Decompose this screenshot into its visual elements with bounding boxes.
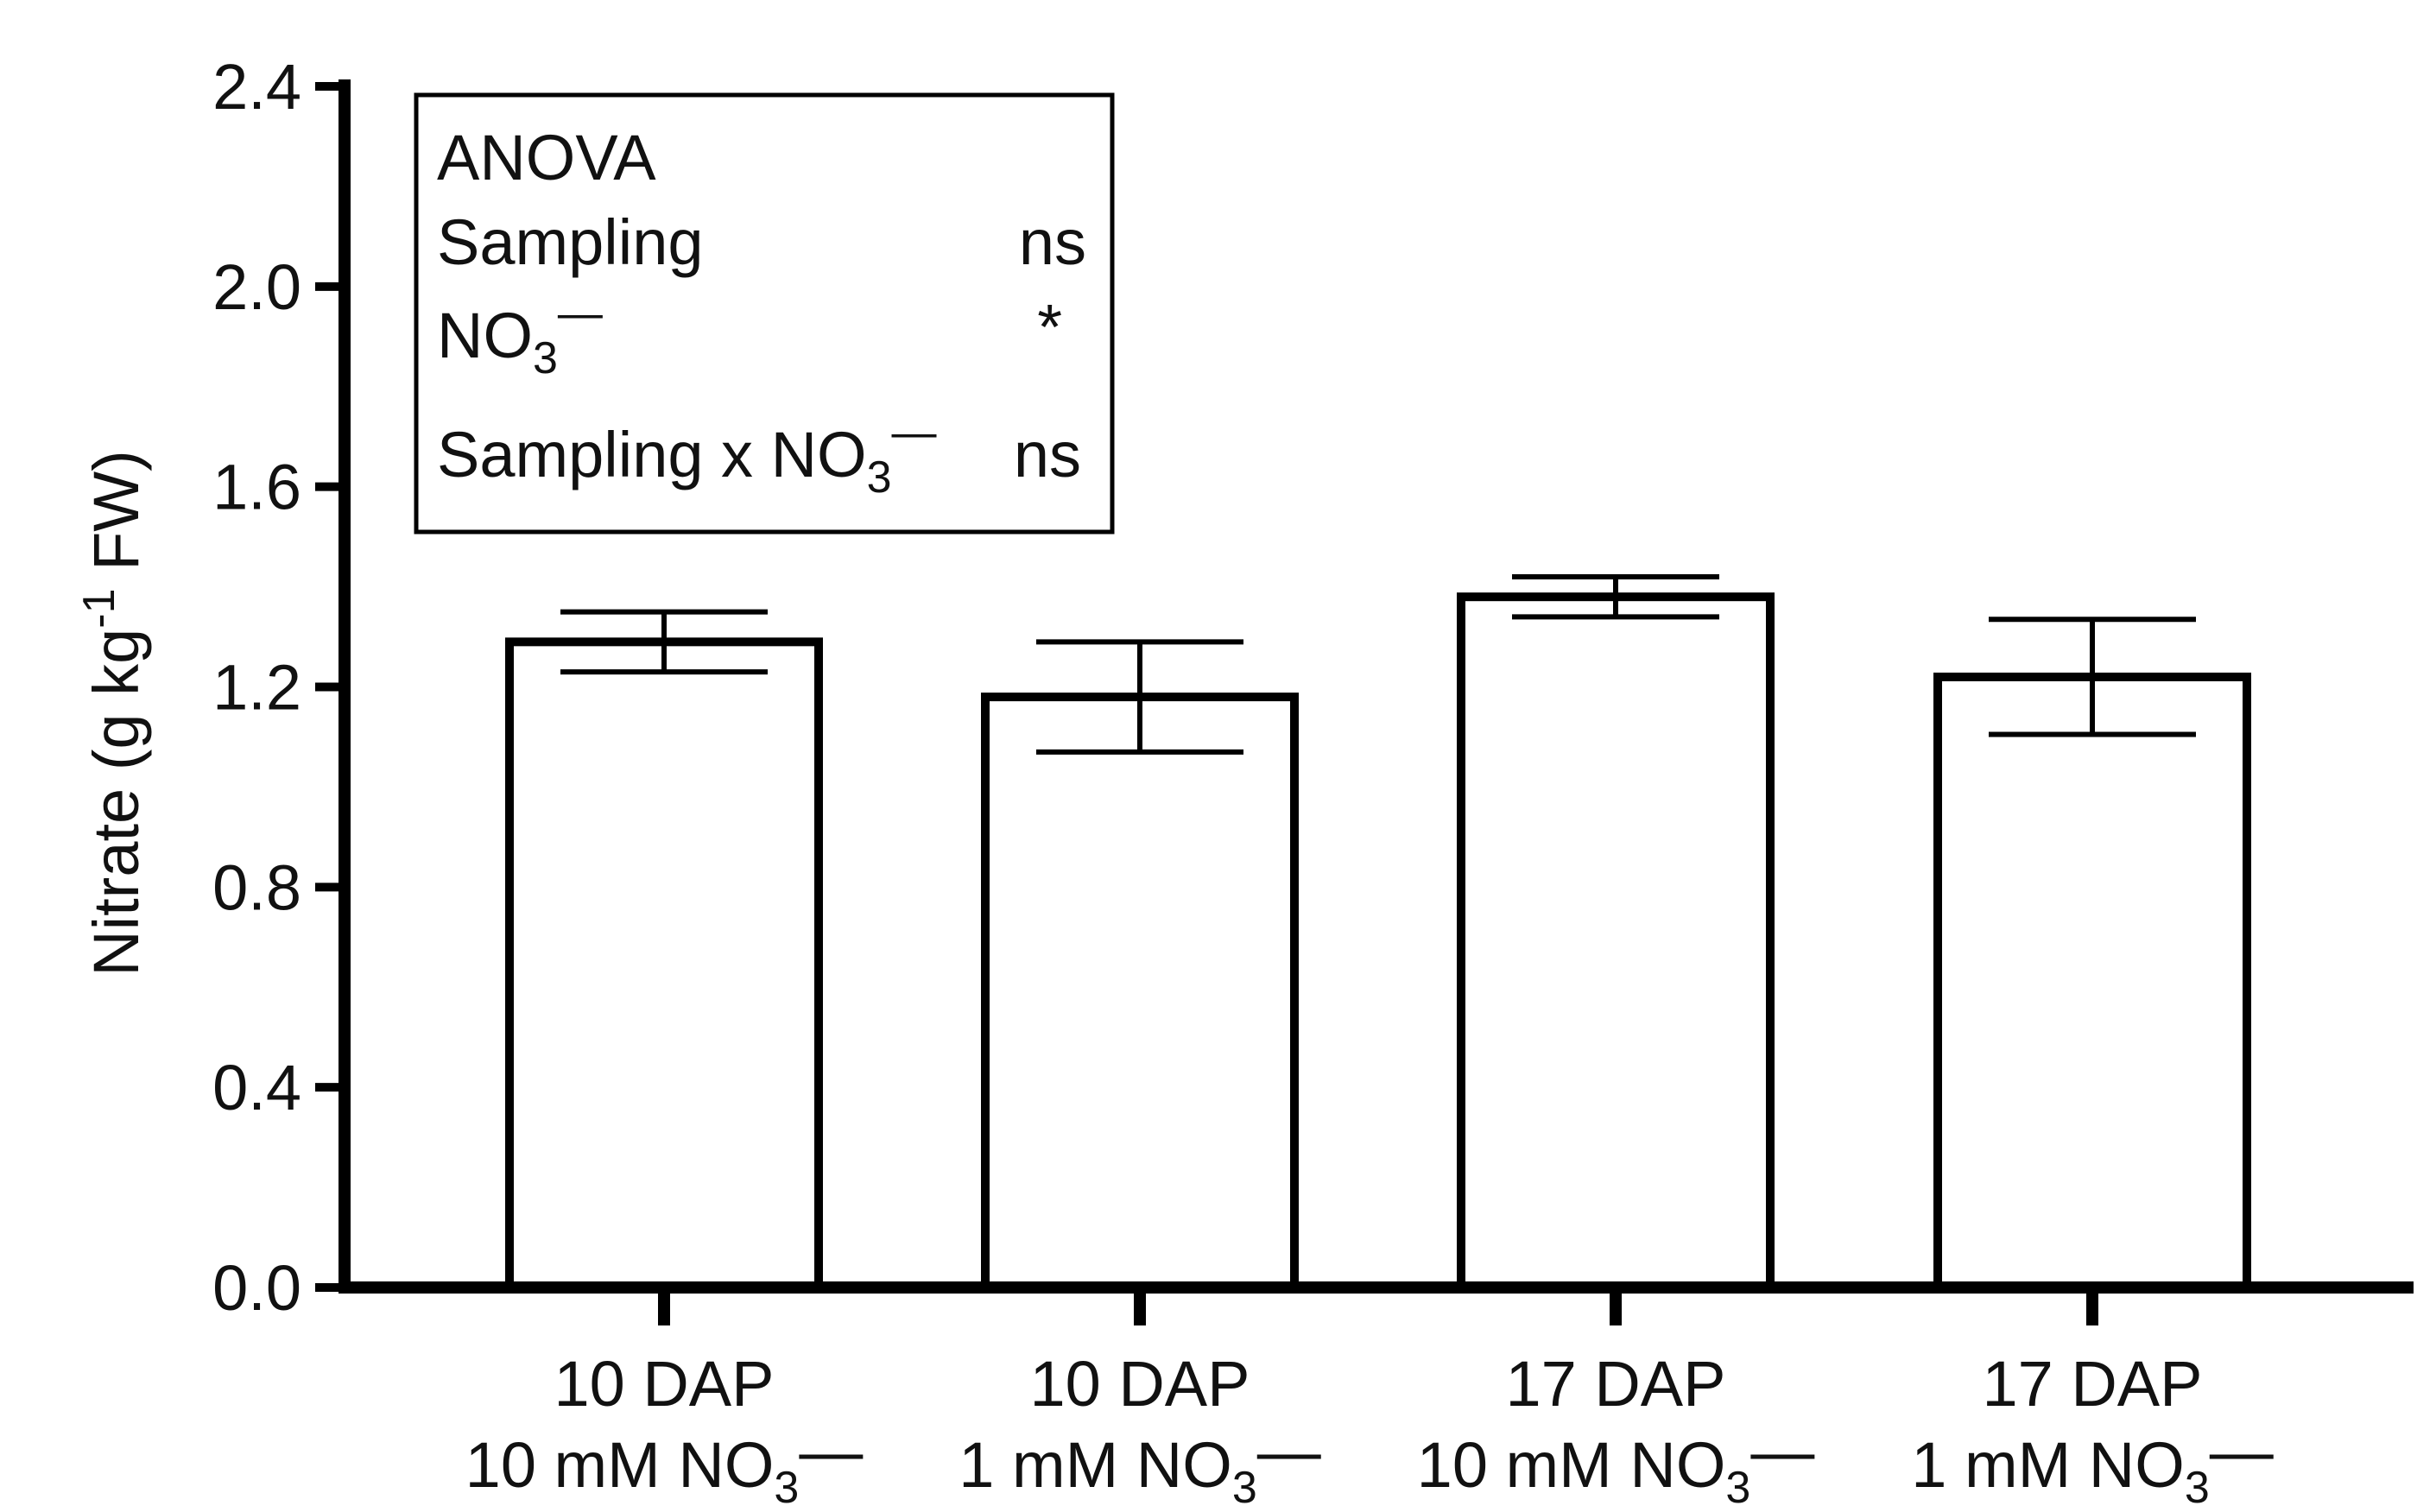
bar (1457, 592, 1775, 1292)
x-category-label-line2: 1 mM NO3— (1911, 1415, 2273, 1512)
anova-row-interaction-sub: 3 (867, 452, 892, 503)
y-axis-title-main: Nitrate (g kg (80, 629, 152, 977)
anova-row-interaction-sup: — (892, 408, 937, 458)
x-category-label-line1: 10 DAP (554, 1348, 774, 1420)
anova-row-no3-sup: — (558, 288, 603, 338)
y-tick-label: 0.0 (212, 1252, 301, 1324)
x-category-label-sub: 3 (774, 1463, 799, 1512)
anova-row-interaction-label: Sampling x NO3— (437, 408, 937, 503)
x-category-label-line1: 17 DAP (1982, 1348, 2202, 1420)
x-category-label-line2: 1 mM NO3— (959, 1415, 1320, 1512)
x-category-label-sup: — (1257, 1415, 1321, 1487)
bar (981, 693, 1299, 1292)
error-bars (560, 573, 2196, 755)
anova-frame (414, 92, 1115, 535)
x-category-label-main: 10 mM NO (465, 1429, 775, 1501)
anova-row-no3-main: NO (437, 300, 533, 371)
anova-title: ANOVA (437, 122, 656, 193)
bar (1933, 672, 2251, 1292)
x-category-label-main: 10 mM NO (1417, 1429, 1726, 1501)
x-category-label-line2: 10 mM NO3— (465, 1415, 864, 1512)
y-axis-ticks: 0.0 0.4 0.8 1.2 1.6 2.0 2.4 (212, 51, 345, 1324)
anova-row-no3-label: NO3— (437, 288, 603, 383)
y-tick-label: 1.2 (212, 652, 301, 724)
y-tick-label: 2.4 (212, 51, 301, 123)
anova-row-interaction-value: ns (1014, 419, 1081, 490)
x-category-label-sub: 3 (2185, 1463, 2210, 1512)
y-tick-label: 2.0 (212, 251, 301, 323)
y-tick-label: 0.4 (212, 1052, 301, 1123)
anova-row-no3-sub: 3 (533, 333, 558, 383)
x-category-label-sub: 3 (1232, 1463, 1257, 1512)
x-category-label-sub: 3 (1725, 1463, 1750, 1512)
anova-row-sampling-value: ns (1019, 206, 1086, 278)
bars (505, 592, 2251, 1292)
y-tick-label: 0.8 (212, 851, 301, 923)
y-axis-title-tail: FW) (80, 450, 152, 588)
y-tick-label: 1.6 (212, 452, 301, 523)
x-category-label-line1: 17 DAP (1505, 1348, 1725, 1420)
x-category-label-main: 1 mM NO (1911, 1429, 2185, 1501)
x-category-label-line2: 10 mM NO3— (1417, 1415, 1815, 1512)
bar (505, 637, 823, 1292)
x-category-label-sup: — (2210, 1415, 2274, 1487)
x-category-label-sup: — (1750, 1415, 1814, 1487)
x-category-label-line1: 10 DAP (1029, 1348, 1250, 1420)
x-category-label-main: 1 mM NO (959, 1429, 1232, 1501)
x-category-label-sup: — (799, 1415, 863, 1487)
y-axis-title: Nitrate (g kg-1 FW) (74, 450, 152, 977)
anova-row-interaction-main: Sampling x NO (437, 419, 867, 490)
anova-row-no3-value: * (1037, 291, 1062, 363)
anova-box: ANOVA Sampling ns NO3— * Sampling x NO3—… (414, 92, 1115, 535)
y-axis-title-sup: -1 (74, 588, 124, 628)
anova-row-sampling-label: Sampling (437, 206, 704, 278)
